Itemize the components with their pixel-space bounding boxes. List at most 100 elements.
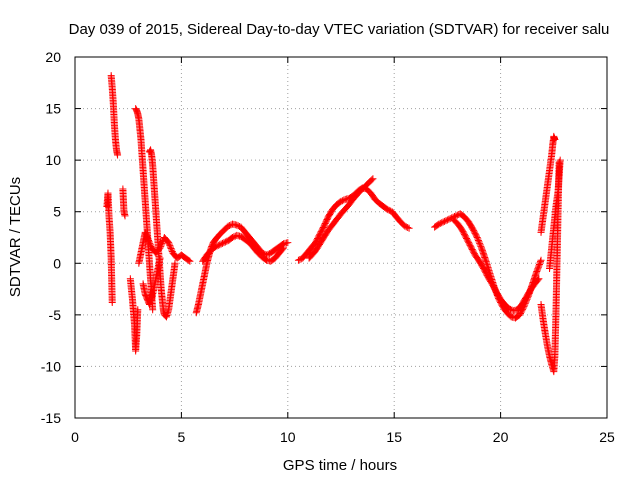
data-point (157, 242, 165, 250)
data-point (230, 233, 238, 241)
series-arc-g (135, 228, 194, 267)
data-point (166, 243, 174, 251)
data-point (477, 242, 485, 250)
x-axis-label: GPS time / hours (283, 457, 397, 474)
data-point (534, 276, 542, 284)
plot-frame (74, 56, 608, 419)
data-point (535, 262, 543, 270)
data-point (533, 268, 541, 276)
data-point (166, 242, 174, 250)
data-point (401, 222, 409, 230)
data-point (476, 241, 484, 249)
data-point (438, 219, 446, 227)
data-point (537, 256, 545, 264)
data-point (171, 259, 179, 267)
data-point (134, 306, 142, 314)
data-point (280, 244, 288, 252)
data-point (404, 224, 412, 232)
data-point (405, 224, 413, 232)
data-point (294, 256, 302, 264)
data-point (264, 250, 272, 258)
y-axis-label: SDTVAR / TECUs (7, 177, 24, 297)
data-point (445, 215, 453, 223)
data-point (211, 243, 219, 251)
data-point (435, 220, 443, 228)
data-point (537, 258, 544, 266)
data-point (226, 221, 234, 229)
data-point (474, 235, 482, 243)
data-point (475, 238, 483, 246)
data-point (165, 239, 173, 247)
data-point (452, 212, 460, 220)
data-point (145, 236, 153, 244)
data-point (157, 241, 165, 249)
y-tick-label: 15 (45, 101, 61, 117)
data-point (158, 239, 166, 247)
data-point (507, 305, 515, 313)
series-arc-m (431, 210, 545, 322)
data-point (337, 197, 345, 205)
data-point (338, 197, 346, 205)
data-point (296, 256, 304, 264)
data-point (221, 238, 229, 246)
data-point (340, 196, 348, 204)
data-point (441, 217, 449, 225)
series-arc-b (107, 72, 122, 159)
data-point (439, 218, 447, 226)
data-point (114, 151, 122, 159)
data-point (534, 263, 542, 271)
data-point (436, 219, 444, 227)
data-point (534, 265, 542, 273)
data-point (474, 236, 482, 244)
data-point (368, 176, 376, 184)
data-point (224, 222, 232, 230)
y-tick-label: -15 (41, 410, 61, 426)
data-point (214, 241, 222, 249)
data-point (156, 244, 164, 252)
data-point (476, 239, 484, 247)
series-arc-q (546, 156, 564, 272)
data-point (446, 215, 454, 223)
y-tick-label: -10 (41, 358, 61, 374)
data-point (216, 241, 224, 249)
data-point (384, 206, 392, 214)
y-tick-label: 20 (45, 49, 61, 65)
data-point (505, 305, 513, 313)
data-point (146, 239, 154, 247)
series-arc-p (537, 132, 559, 236)
data-point (146, 241, 154, 249)
data-point (217, 240, 225, 248)
chart-grid (75, 57, 607, 418)
data-point (165, 240, 173, 248)
series-arc-d (126, 275, 142, 355)
data-point (443, 216, 451, 224)
data-point (220, 239, 228, 247)
data-point (402, 223, 410, 231)
data-point (213, 242, 221, 250)
data-point (121, 212, 129, 220)
data-point (156, 254, 164, 262)
data-point (385, 206, 393, 214)
series-arc-j (199, 231, 288, 265)
series-arc-c (119, 185, 129, 220)
data-point (185, 256, 193, 264)
data-point (369, 175, 377, 183)
data-point (442, 217, 450, 225)
series-arc-k (294, 184, 413, 264)
data-point (144, 235, 152, 243)
y-tick-label: -5 (49, 307, 62, 323)
data-point (535, 260, 543, 268)
data-point (535, 275, 543, 283)
x-tick-label: 25 (599, 429, 615, 445)
data-point (108, 298, 116, 306)
x-tick-label: 15 (386, 429, 402, 445)
data-point (279, 245, 287, 253)
y-tick-label: 10 (45, 152, 61, 168)
series-arc-n (450, 216, 543, 315)
series-arc-l (305, 175, 377, 262)
y-tick-label: 5 (53, 204, 61, 220)
data-point (143, 234, 151, 241)
series-arc-h (139, 254, 164, 309)
x-tick-label: 5 (178, 429, 186, 445)
